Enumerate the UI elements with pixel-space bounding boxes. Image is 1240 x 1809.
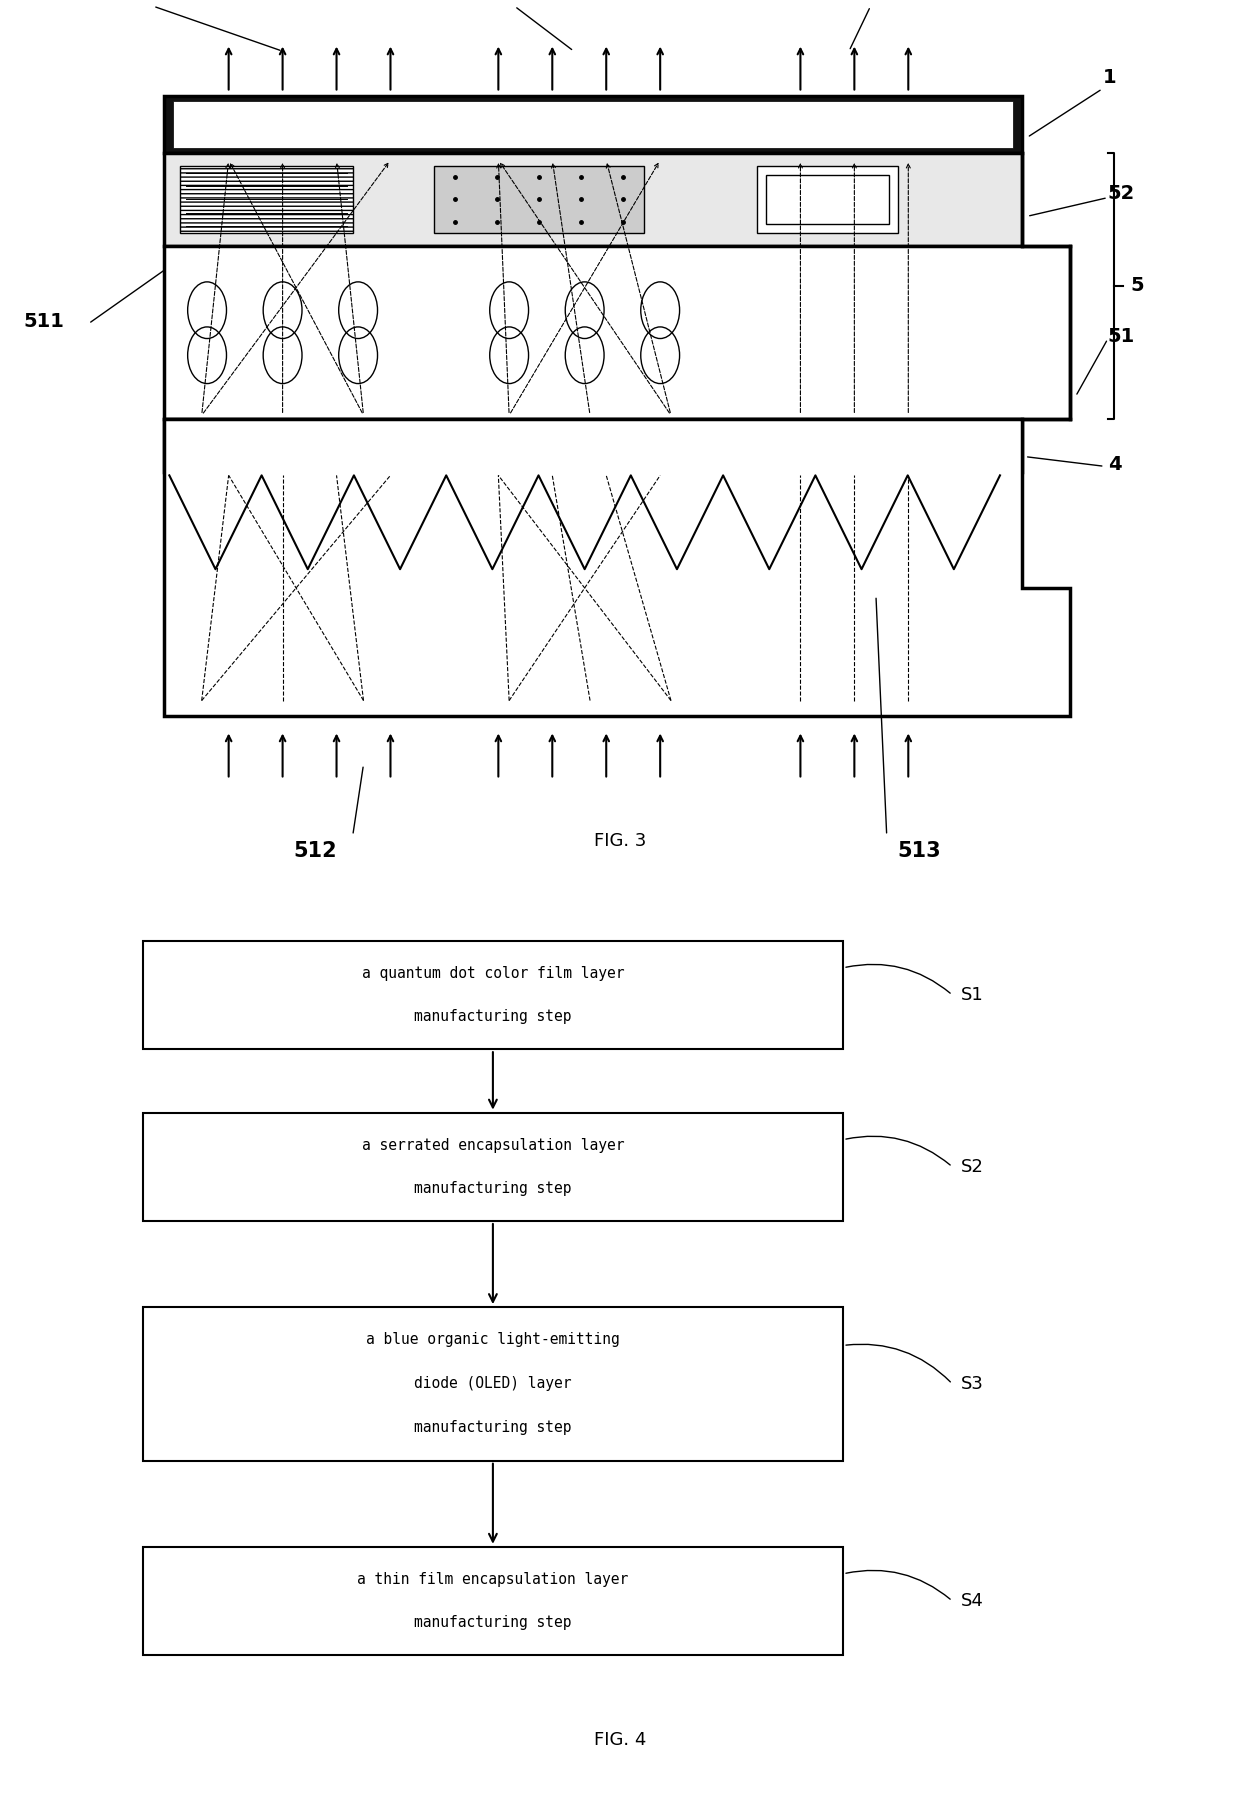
Polygon shape <box>766 175 889 224</box>
Text: manufacturing step: manufacturing step <box>414 1181 572 1196</box>
Text: S4: S4 <box>961 1592 983 1610</box>
Text: 513: 513 <box>898 841 941 861</box>
Text: S1: S1 <box>961 986 983 1004</box>
Polygon shape <box>758 166 898 233</box>
Polygon shape <box>172 101 1013 148</box>
Polygon shape <box>434 166 644 233</box>
Text: manufacturing step: manufacturing step <box>414 1420 572 1435</box>
Text: S3: S3 <box>961 1375 983 1393</box>
Text: diode (OLED) layer: diode (OLED) layer <box>414 1377 572 1391</box>
Text: 4: 4 <box>1107 454 1121 474</box>
Text: FIG. 4: FIG. 4 <box>594 1731 646 1749</box>
Text: S2: S2 <box>961 1158 983 1176</box>
Polygon shape <box>164 152 1022 246</box>
Text: a serrated encapsulation layer: a serrated encapsulation layer <box>362 1138 624 1152</box>
Polygon shape <box>164 420 1022 472</box>
FancyBboxPatch shape <box>143 1547 843 1655</box>
FancyBboxPatch shape <box>143 1306 843 1462</box>
Text: 51: 51 <box>1107 327 1135 346</box>
Polygon shape <box>180 166 352 233</box>
Polygon shape <box>164 246 1070 420</box>
Text: 5: 5 <box>1130 277 1143 295</box>
Text: 52: 52 <box>1107 185 1135 203</box>
Polygon shape <box>164 96 1022 152</box>
FancyBboxPatch shape <box>143 941 843 1049</box>
Text: 1: 1 <box>1102 69 1116 87</box>
Text: manufacturing step: manufacturing step <box>414 1615 572 1630</box>
Text: a quantum dot color film layer: a quantum dot color film layer <box>362 966 624 980</box>
Text: a blue organic light-emitting: a blue organic light-emitting <box>366 1333 620 1348</box>
Polygon shape <box>164 420 1070 716</box>
Text: manufacturing step: manufacturing step <box>414 1009 572 1024</box>
Text: FIG. 3: FIG. 3 <box>594 832 646 850</box>
FancyBboxPatch shape <box>143 1113 843 1221</box>
Text: 512: 512 <box>293 841 337 861</box>
Text: a thin film encapsulation layer: a thin film encapsulation layer <box>357 1572 629 1586</box>
Text: 511: 511 <box>24 311 64 331</box>
